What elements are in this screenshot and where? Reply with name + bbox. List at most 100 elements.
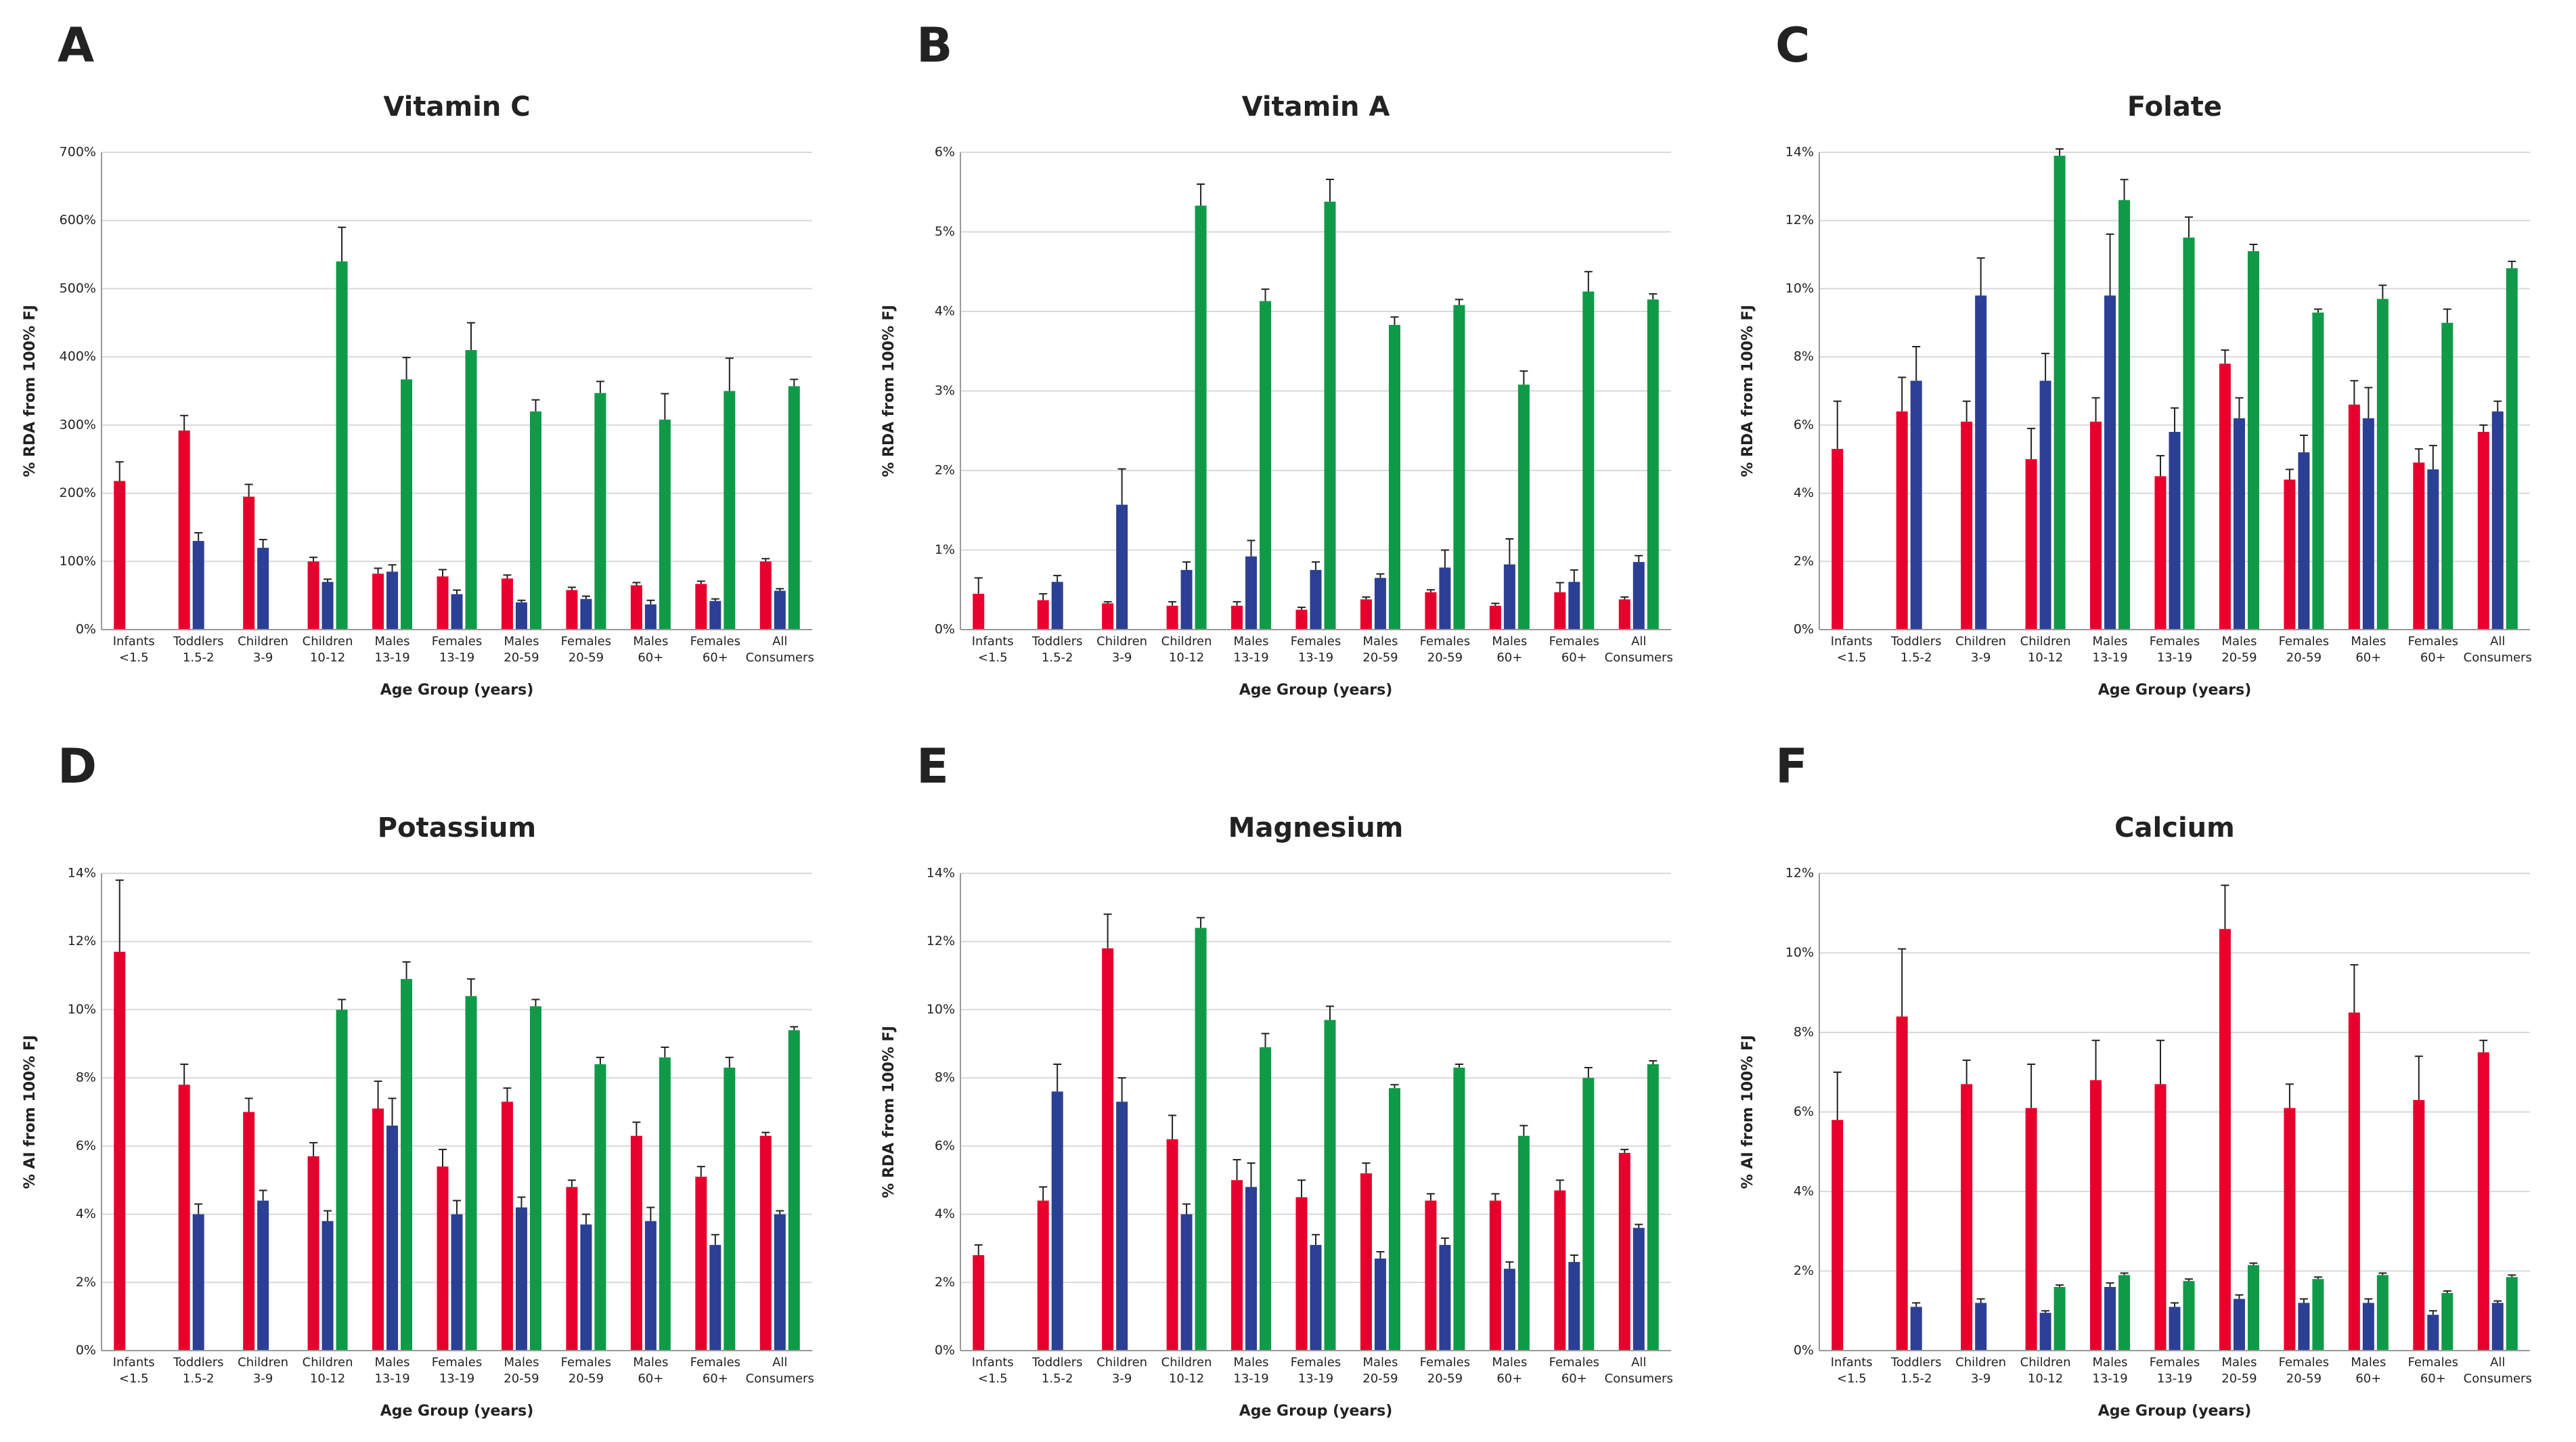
bar (465, 996, 477, 1351)
x-tick-label: Children 3-9 (238, 1355, 288, 1386)
error-bar (259, 1189, 267, 1201)
bar (114, 481, 126, 630)
x-tick-label: Infants <1.5 (1831, 634, 1873, 665)
bar (2233, 1298, 2245, 1351)
error-bar (2221, 884, 2229, 930)
error-bar (309, 1141, 318, 1156)
y-tick-label: 6% (935, 1138, 955, 1153)
bar (1245, 1187, 1258, 1351)
panel-label: A (58, 18, 94, 73)
bar (2284, 479, 2296, 630)
bar (2053, 156, 2066, 630)
error-bar (1312, 561, 1320, 570)
x-tick-label: Males 20-59 (504, 1355, 539, 1386)
bar (2183, 1281, 2195, 1351)
bar (2039, 380, 2051, 630)
bar (1425, 1200, 1437, 1351)
bar (1295, 1197, 1308, 1351)
bar (2025, 1108, 2037, 1351)
error-bar (388, 1097, 397, 1126)
bar (1324, 201, 1336, 630)
bar (2362, 418, 2374, 630)
y-axis-label: % AI from 100% FJ (1739, 1035, 1756, 1189)
error-bar (1505, 1261, 1514, 1269)
error-bar (596, 380, 604, 393)
bar (2413, 1099, 2425, 1351)
bar (1116, 1101, 1128, 1351)
error-bar (194, 1203, 203, 1215)
bar (1374, 577, 1386, 630)
x-tick-label: Females 20-59 (561, 1355, 611, 1386)
y-tick-label: 0% (76, 1343, 96, 1358)
error-bar (2106, 233, 2114, 296)
error-bar (632, 582, 641, 586)
bar (724, 391, 736, 630)
bar (2427, 469, 2439, 630)
bar (401, 979, 413, 1351)
bar (2247, 251, 2259, 630)
bar (2427, 1315, 2439, 1351)
bar (1102, 603, 1114, 630)
y-tick-label: 6% (76, 1138, 96, 1153)
error-bar (517, 1196, 526, 1208)
y-tick-label: 12% (1785, 213, 1814, 227)
bar (1961, 421, 1973, 630)
error-bar (1898, 948, 1907, 1017)
error-bar (503, 1087, 512, 1102)
y-tick-label: 5% (935, 224, 955, 239)
error-bar (1912, 1302, 1921, 1307)
bar (1896, 411, 1908, 630)
bar (243, 1112, 255, 1351)
bar (1517, 385, 1530, 630)
error-bar (1103, 913, 1112, 948)
error-bar (725, 1056, 734, 1068)
error-bar (1898, 376, 1907, 412)
bar (1231, 1180, 1243, 1351)
error-bar (2171, 1302, 2179, 1307)
error-bar (1326, 1005, 1334, 1020)
bar (774, 590, 786, 630)
bar (2090, 421, 2102, 630)
error-bar (453, 589, 461, 594)
bar (437, 576, 449, 630)
bar (709, 600, 721, 630)
bar (2312, 312, 2324, 630)
bar (1503, 1269, 1515, 1351)
bar (774, 1214, 786, 1351)
error-bar (2378, 1272, 2387, 1275)
bar (178, 1085, 190, 1351)
x-axis-label: Age Group (years) (1239, 682, 1393, 699)
bar (1388, 324, 1400, 630)
bar (1582, 1078, 1595, 1351)
error-bar (1426, 1193, 1435, 1201)
bar (1260, 301, 1272, 630)
chart-title: Magnesium (1228, 812, 1404, 844)
x-tick-label: Toddlers 1.5-2 (1031, 634, 1083, 665)
x-tick-label: Children 10-12 (303, 634, 353, 665)
bar (178, 430, 190, 630)
bar (973, 594, 985, 630)
x-tick-label: Males 20-59 (1362, 1355, 1398, 1386)
panel-label: C (1775, 18, 1810, 73)
bar (1324, 1020, 1336, 1351)
y-tick-label: 2% (76, 1275, 96, 1290)
y-tick-label: 6% (1794, 1104, 1814, 1119)
error-bar (2027, 427, 2036, 460)
x-tick-label: Females 13-19 (2150, 1355, 2200, 1386)
y-tick-label: 14% (927, 866, 955, 881)
bar (2104, 295, 2116, 630)
error-bar (2313, 1276, 2322, 1280)
bar (2491, 411, 2504, 630)
y-tick-label: 300% (60, 417, 96, 432)
error-bar (388, 564, 397, 572)
error-bar (1491, 1193, 1500, 1201)
error-bar (1620, 1148, 1629, 1153)
bar (788, 1030, 800, 1351)
x-axis-label: Age Group (years) (380, 682, 534, 699)
error-bar (2156, 455, 2164, 477)
bar (307, 561, 319, 630)
error-bar (581, 1213, 590, 1225)
error-bar (1519, 1124, 1528, 1136)
error-bar (309, 556, 318, 562)
bar (1425, 592, 1437, 630)
